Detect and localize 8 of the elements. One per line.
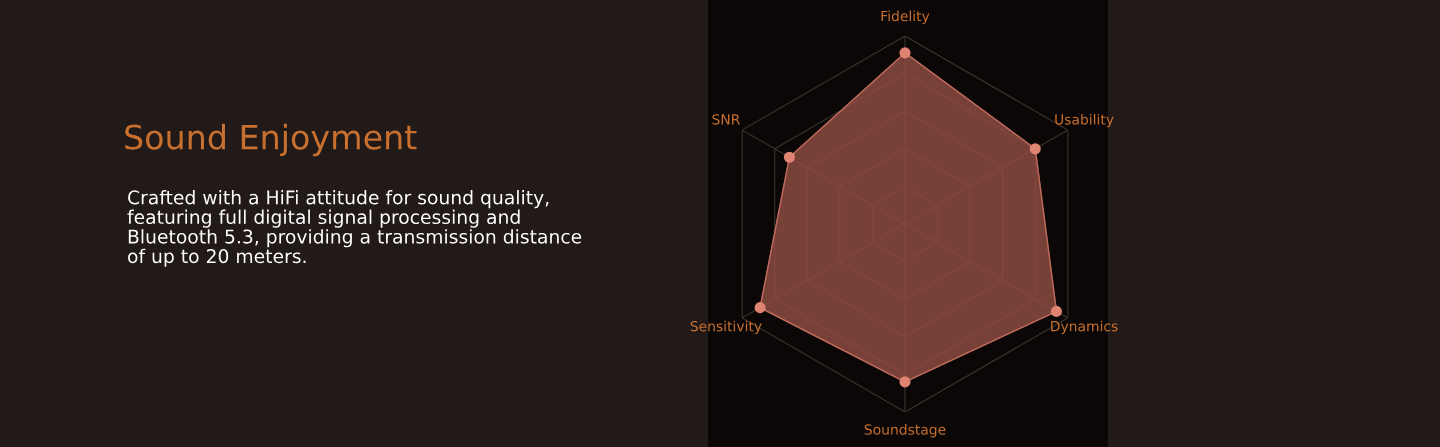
spoke-label: SNR xyxy=(712,114,740,125)
spoke-label: Fidelity xyxy=(881,10,930,24)
spoke-label: Dynamics xyxy=(1051,320,1118,335)
spoke-label: Soundstage xyxy=(864,424,946,438)
text: Crafted with a HiFi attitude for sound quality, featuring full digital signal processing and Bluetooth 5.3, providing a transmission distance of up to 20 meters. xyxy=(127,190,582,267)
text: Sound Enjoyment xyxy=(125,123,417,157)
spoke-label: Sensitivity xyxy=(690,320,762,335)
spoke-label: Usability xyxy=(1055,113,1114,128)
